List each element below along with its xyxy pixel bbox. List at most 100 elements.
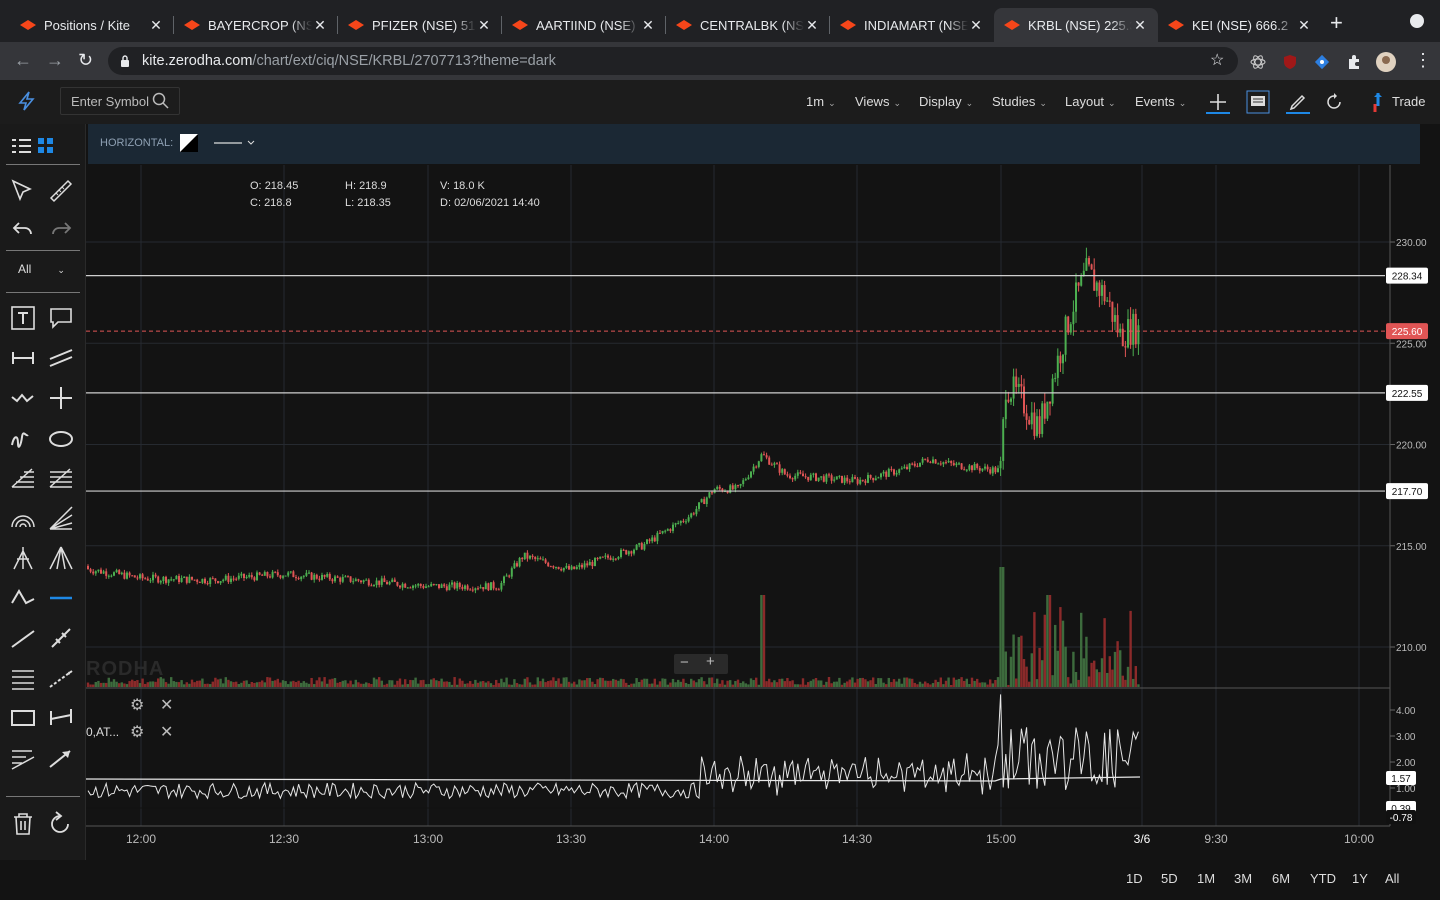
- ellipse-icon[interactable]: [48, 425, 74, 451]
- list-view-icon[interactable]: [10, 136, 36, 162]
- symbol-search-input[interactable]: Enter Symbol: [60, 87, 180, 115]
- rectangle-icon[interactable]: [10, 705, 36, 731]
- vertical-fib-icon[interactable]: [48, 625, 74, 651]
- line-color-swatch[interactable]: [180, 134, 198, 152]
- range-button-3m[interactable]: 3M: [1234, 871, 1253, 886]
- browser-tab[interactable]: CENTRALBK (NSE ✕: [666, 8, 830, 42]
- reload-icon[interactable]: ↻: [78, 50, 94, 70]
- range-button-6m[interactable]: 6M: [1272, 871, 1291, 886]
- events-menu[interactable]: Events ⌄: [1135, 94, 1186, 109]
- undo-icon[interactable]: [10, 218, 36, 244]
- wave-icon[interactable]: [10, 385, 36, 411]
- tab-search-icon[interactable]: [1410, 14, 1424, 28]
- trade-arrows-icon[interactable]: [1366, 90, 1390, 114]
- ruler-icon[interactable]: [48, 178, 74, 204]
- trash-icon[interactable]: [10, 810, 36, 836]
- crosshair-icon[interactable]: [1206, 90, 1230, 114]
- forward-icon[interactable]: →: [46, 50, 64, 70]
- measure-line-icon[interactable]: [10, 345, 36, 371]
- volume-settings-gear-icon[interactable]: ⚙: [130, 697, 145, 714]
- profile-avatar[interactable]: [1376, 52, 1396, 72]
- fib-extension-icon[interactable]: [48, 465, 74, 491]
- studies-menu[interactable]: Studies ⌄: [992, 94, 1047, 109]
- freeform-icon[interactable]: [10, 425, 36, 451]
- extensions-puzzle-icon[interactable]: [1346, 54, 1362, 70]
- volume-bar: [874, 684, 877, 687]
- browser-menu-icon[interactable]: ⋮: [1414, 50, 1432, 70]
- tool-filter-select[interactable]: All ⌄: [18, 262, 65, 276]
- range-button-ytd[interactable]: YTD: [1310, 871, 1336, 886]
- zoom-in-icon[interactable]: +: [706, 653, 715, 670]
- trend-line-icon[interactable]: [10, 625, 36, 651]
- tab-close-icon[interactable]: ✕: [478, 16, 490, 33]
- arrow-icon[interactable]: [48, 745, 74, 771]
- trade-button[interactable]: Trade: [1392, 94, 1426, 109]
- fib-retracement-icon[interactable]: [10, 465, 36, 491]
- reset-drawings-icon[interactable]: [48, 810, 74, 836]
- fib-fan-icon[interactable]: [48, 505, 74, 531]
- average-line-icon[interactable]: [10, 665, 36, 691]
- study-settings-gear-icon[interactable]: ⚙: [130, 724, 145, 741]
- browser-tab[interactable]: KEI (NSE) 666.2 ✕: [1158, 8, 1322, 42]
- redo-icon[interactable]: [48, 218, 74, 244]
- line-style-select[interactable]: [214, 137, 258, 149]
- range-button-1d[interactable]: 1D: [1126, 871, 1143, 886]
- search-icon[interactable]: [152, 92, 170, 110]
- layout-menu[interactable]: Layout ⌄: [1065, 94, 1116, 109]
- views-menu[interactable]: Views ⌄: [855, 94, 901, 109]
- select-cursor-icon[interactable]: [10, 178, 36, 204]
- display-menu[interactable]: Display ⌄: [919, 94, 973, 109]
- study-remove-close-icon[interactable]: ✕: [160, 724, 174, 741]
- grid-view-icon[interactable]: [36, 136, 62, 162]
- ublock-icon[interactable]: [1282, 54, 1298, 70]
- draw-pencil-icon[interactable]: [1286, 90, 1310, 114]
- continuous-line-icon[interactable]: [10, 585, 36, 611]
- lightning-icon[interactable]: [16, 90, 38, 112]
- zoom-out-icon[interactable]: −: [680, 654, 689, 671]
- channel-icon[interactable]: [48, 345, 74, 371]
- callout-icon[interactable]: [48, 305, 74, 331]
- tab-close-icon[interactable]: ✕: [150, 16, 162, 33]
- crossline-icon[interactable]: [48, 385, 74, 411]
- range-button-all[interactable]: All: [1385, 871, 1400, 886]
- text-tool-icon[interactable]: [10, 305, 36, 331]
- events-label: Events: [1135, 94, 1175, 109]
- tab-close-icon[interactable]: ✕: [314, 16, 326, 33]
- volume-bar: [315, 680, 318, 687]
- browser-tab[interactable]: BAYERCROP (NSE ✕: [174, 8, 338, 42]
- volume-remove-close-icon[interactable]: ✕: [160, 697, 174, 714]
- chart-area[interactable]: [86, 124, 1440, 860]
- quadrant-lines-icon[interactable]: [10, 745, 36, 771]
- tab-close-icon[interactable]: ✕: [970, 16, 982, 33]
- tab-close-icon[interactable]: ✕: [806, 16, 818, 33]
- browser-tab[interactable]: KRBL (NSE) 225.3 ✕: [994, 8, 1158, 42]
- range-button-1m[interactable]: 1M: [1197, 871, 1216, 886]
- reset-icon[interactable]: [1322, 90, 1346, 114]
- gann-fan-icon[interactable]: [48, 545, 74, 571]
- candle-body: [282, 576, 284, 578]
- interval-menu[interactable]: 1m ⌄: [806, 94, 836, 109]
- tab-close-icon[interactable]: ✕: [1134, 16, 1146, 33]
- info-popup-icon[interactable]: [1246, 90, 1270, 114]
- fib-arc-icon[interactable]: [10, 505, 36, 531]
- extension-diamond-icon[interactable]: [1314, 54, 1330, 70]
- browser-tab[interactable]: INDIAMART (NSE ✕: [830, 8, 994, 42]
- pitchfork-icon[interactable]: [10, 545, 36, 571]
- new-tab-button[interactable]: +: [1330, 10, 1343, 35]
- browser-tab[interactable]: Positions / Kite ✕: [10, 8, 174, 42]
- browser-tab[interactable]: PFIZER (NSE) 517 ✕: [338, 8, 502, 42]
- date-range-icon[interactable]: [48, 705, 74, 731]
- candle-body: [578, 564, 581, 567]
- tab-close-icon[interactable]: ✕: [1298, 16, 1310, 33]
- react-devtools-icon[interactable]: [1250, 54, 1266, 70]
- url-field[interactable]: kite.zerodha.com/chart/ext/ciq/NSE/KRBL/…: [108, 47, 1238, 75]
- horizontal-line-icon[interactable]: [48, 585, 74, 611]
- bookmark-star-icon[interactable]: ☆: [1210, 52, 1225, 69]
- ray-icon[interactable]: [48, 665, 74, 691]
- range-button-5d[interactable]: 5D: [1161, 871, 1178, 886]
- range-button-1y[interactable]: 1Y: [1352, 871, 1368, 886]
- back-icon[interactable]: ←: [14, 50, 32, 70]
- tab-close-icon[interactable]: ✕: [642, 16, 654, 33]
- browser-tab[interactable]: AARTIIND (NSE) 1 ✕: [502, 8, 666, 42]
